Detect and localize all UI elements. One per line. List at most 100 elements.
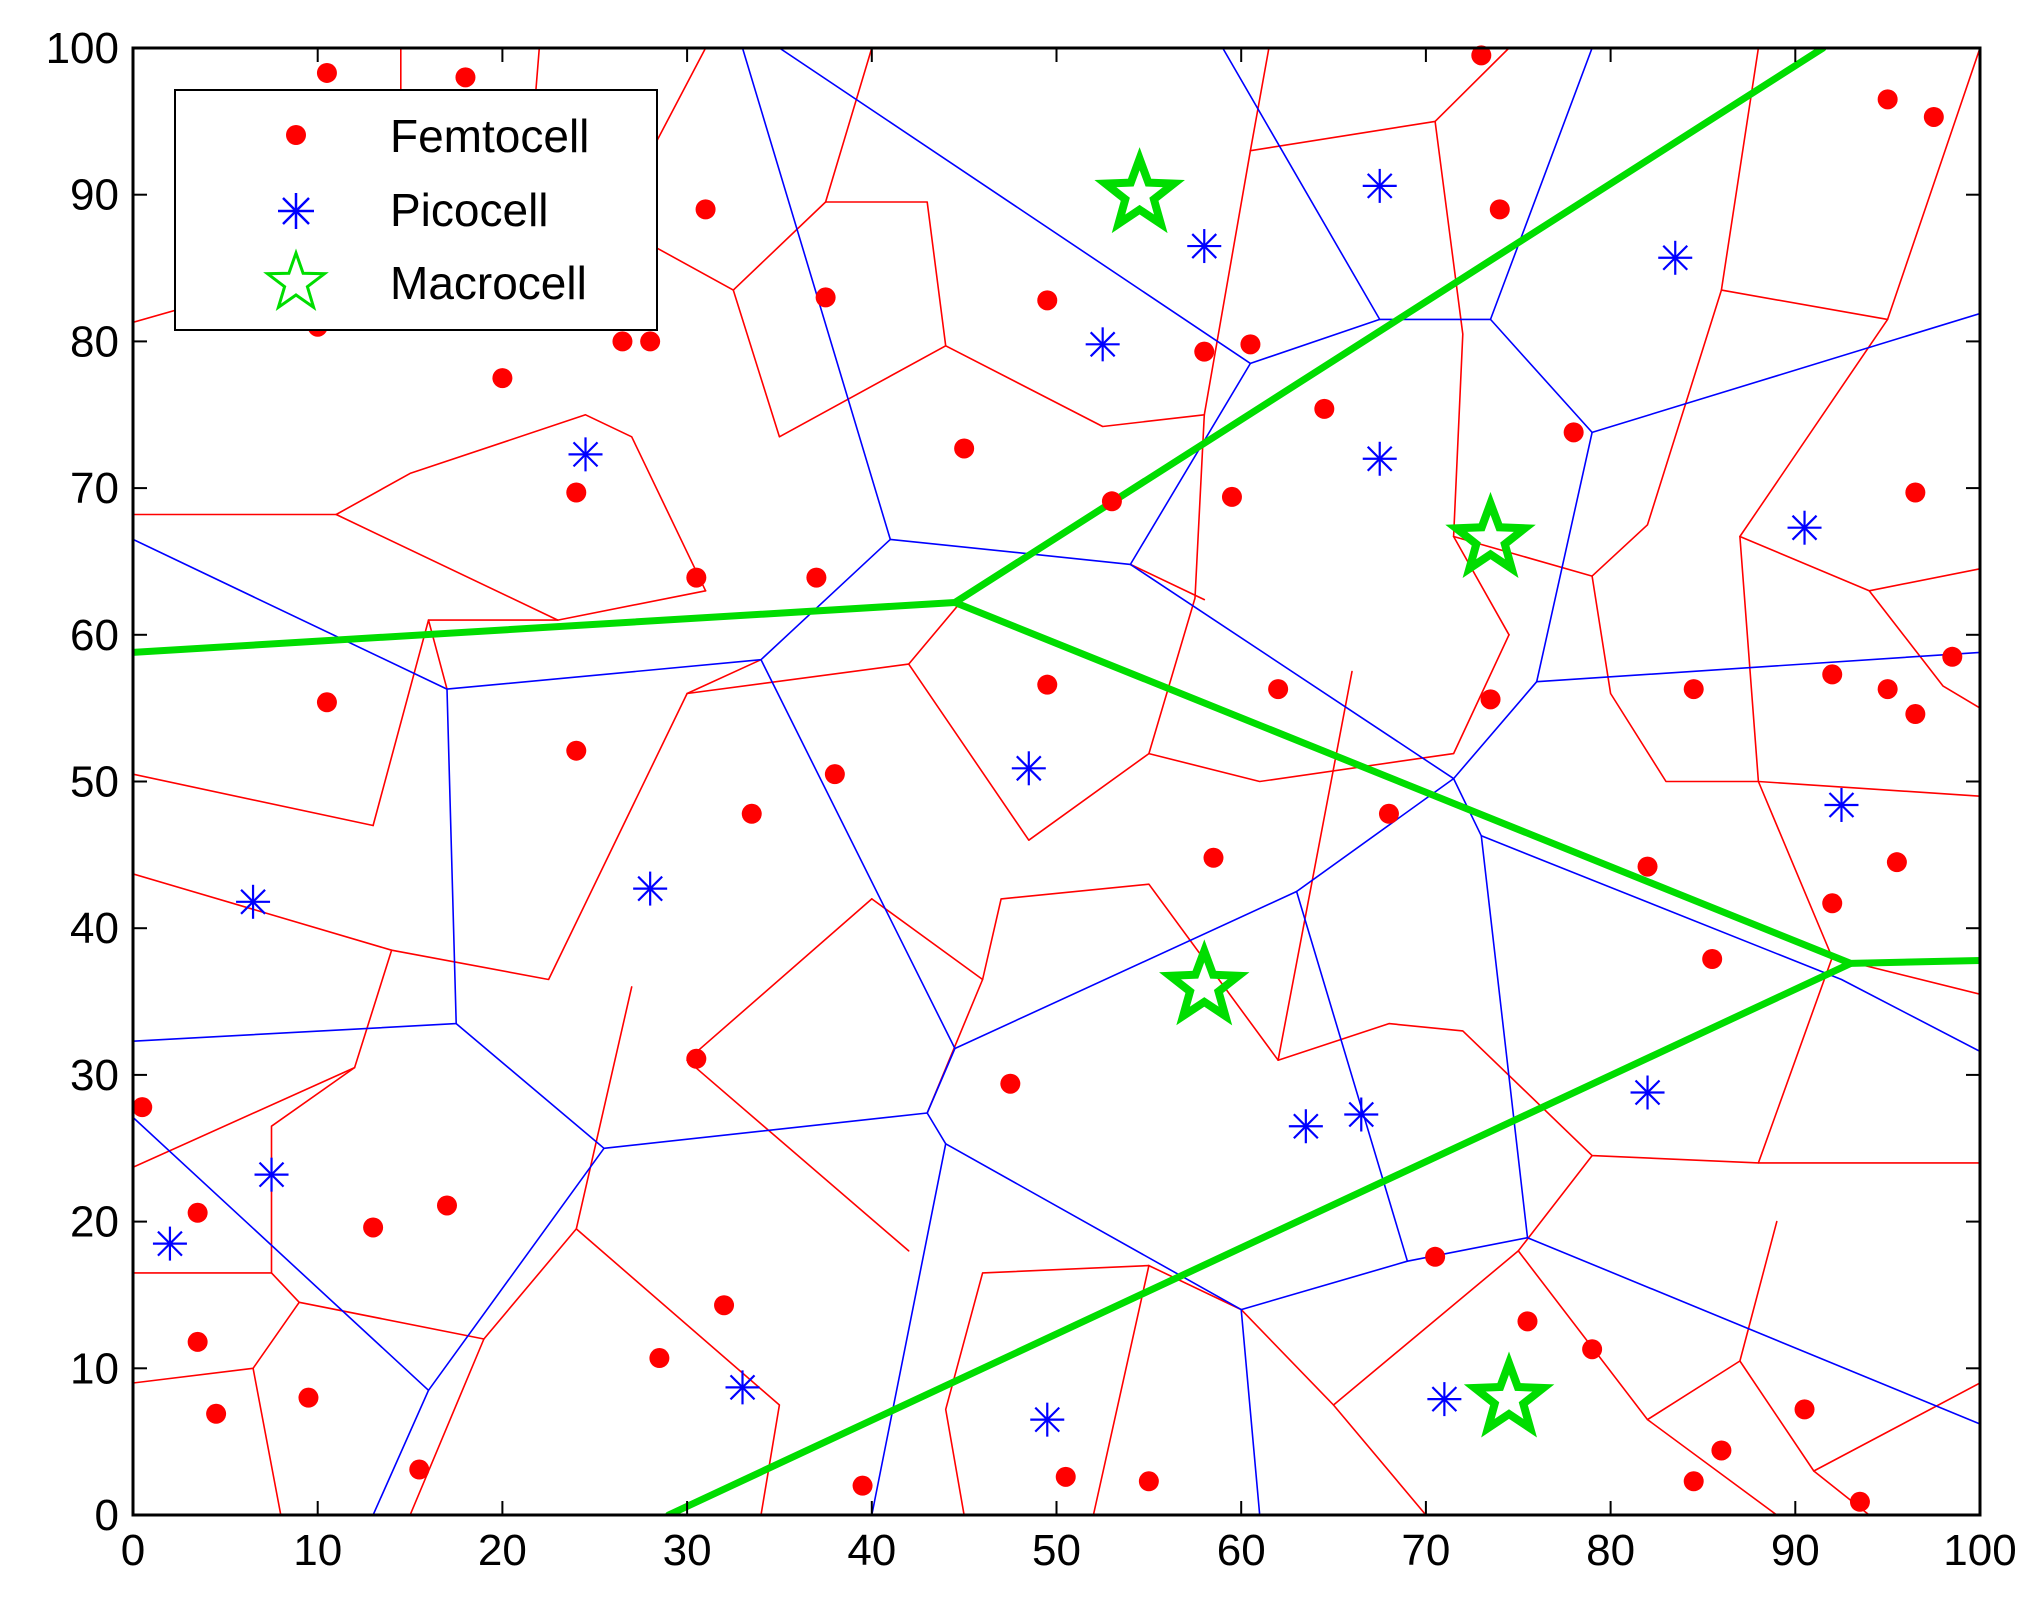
femtocell-boundary-line-35 (133, 1066, 356, 1274)
femtocell-point-1 (455, 67, 476, 88)
picocell-point-1 (1187, 229, 1222, 264)
y-tick-label-9: 90 (70, 171, 119, 220)
x-tick-label-10: 100 (1943, 1526, 2016, 1575)
macrocell-boundaries (133, 48, 1980, 1515)
femtocell-point-11 (640, 331, 661, 352)
x-tick-label-3: 30 (663, 1526, 712, 1575)
femtocell-point-58 (409, 1459, 430, 1480)
femtocell-point-13 (1240, 334, 1261, 355)
femtocell-point-2 (1471, 45, 1492, 66)
femtocell-boundary-line-25 (1092, 1264, 1150, 1515)
femtocell-point-15 (1314, 398, 1335, 419)
y-tick-label-2: 20 (70, 1198, 119, 1247)
femtocell-boundary-line-28 (133, 513, 707, 621)
picocell-point-7 (1011, 751, 1046, 786)
y-tick-label-6: 60 (70, 611, 119, 660)
femtocell-point-20 (1221, 486, 1242, 507)
x-tick-label-0: 0 (121, 1526, 145, 1575)
femtocell-point-38 (1637, 856, 1658, 877)
femtocell-point-56 (1794, 1399, 1815, 1420)
picocell-boundary-line-5 (926, 1112, 1980, 1425)
y-tick-label-0: 0 (95, 1491, 119, 1540)
femtocell-point-32 (1905, 704, 1926, 725)
femtocell-point-61 (1683, 1471, 1704, 1492)
femtocell-point-26 (1877, 679, 1898, 700)
picocell-point-13 (1630, 1075, 1665, 1110)
macrocell-point-3 (1463, 1351, 1555, 1438)
legend-femtocell-marker (286, 125, 306, 145)
femtocell-point-22 (686, 567, 707, 588)
legend-entry-picocell: Picocell (278, 184, 549, 236)
femtocell-point-37 (1203, 847, 1224, 868)
picocell-point-0 (1362, 168, 1397, 203)
y-tick-label-4: 40 (70, 904, 119, 953)
femtocell-boundary-line-31 (133, 773, 374, 827)
femtocell-point-0 (316, 62, 337, 83)
femtocell-point-25 (1822, 664, 1843, 685)
femtocell-point-57 (1711, 1440, 1732, 1461)
femtocell-boundary-line-44 (686, 1059, 910, 1252)
data-points (132, 45, 1963, 1512)
femtocell-point-29 (1268, 679, 1289, 700)
femtocell-boundary-line-43 (686, 898, 873, 1061)
femtocell-boundary-line-8 (1434, 120, 1510, 636)
legend-macrocell-marker (263, 248, 329, 312)
macrocell-point-0 (1094, 147, 1185, 234)
femtocell-point-6 (1489, 199, 1510, 220)
femtocell-point-16 (1563, 422, 1584, 443)
femtocell-boundary-line-20 (1739, 1220, 1778, 1362)
femtocell-boundary-line-42 (907, 597, 965, 665)
femtocell-boundary-line-40 (575, 1228, 781, 1515)
x-tick-label-1: 10 (293, 1526, 342, 1575)
femtocell-point-63 (1849, 1491, 1870, 1512)
x-tick-label-7: 70 (1401, 1526, 1450, 1575)
picocell-point-14 (1344, 1097, 1379, 1132)
x-tick-label-5: 50 (1032, 1526, 1081, 1575)
legend: Femtocell Picocell Macrocell (174, 89, 658, 331)
femtocell-point-60 (1138, 1471, 1159, 1492)
macrocell-boundary-line-2 (665, 959, 1855, 1515)
femtocell-point-12 (1194, 341, 1215, 362)
macrocell-point-2 (1159, 939, 1250, 1026)
femtocell-boundary-line-3 (612, 48, 873, 291)
femtocell-boundary-line-18 (1517, 1154, 1778, 1515)
femtocell-point-36 (1378, 803, 1399, 824)
femtocell-point-46 (436, 1195, 457, 1216)
femtocell-point-7 (815, 287, 836, 308)
legend-picocell-label: Picocell (390, 184, 549, 236)
femtocell-point-17 (954, 438, 975, 459)
femtocell-boundary-line-12 (1739, 318, 1980, 592)
picocell-point-6 (1787, 510, 1822, 545)
picocell-point-18 (1427, 1382, 1462, 1417)
femtocell-boundary-line-39 (409, 1338, 485, 1515)
legend-entry-femtocell: Femtocell (286, 110, 589, 162)
picocell-point-12 (152, 1226, 187, 1261)
picocell-boundary-line-16 (778, 48, 1252, 365)
picocell-point-4 (568, 437, 603, 472)
picocell-point-8 (1824, 787, 1859, 822)
picocell-point-15 (1288, 1109, 1323, 1144)
legend-femtocell-label: Femtocell (390, 110, 589, 162)
femtocell-point-23 (806, 567, 827, 588)
femtocell-point-4 (1923, 106, 1944, 127)
axis-ticks: 0 10 20 30 40 50 60 70 80 90 100 0 10 20 30 40 50 60 70 80 9… (46, 24, 2017, 1575)
femtocell-point-31 (1683, 679, 1704, 700)
femtocell-point-44 (132, 1097, 153, 1118)
femtocell-point-43 (686, 1048, 707, 1069)
femtocell-point-48 (1425, 1246, 1446, 1267)
femtocell-boundary-line-10 (1591, 575, 1760, 783)
femtocell-boundary-line-45 (1129, 563, 1206, 601)
picocell-boundary-line-15 (1221, 48, 1381, 321)
y-tick-label-7: 70 (70, 464, 119, 513)
legend-box (174, 89, 658, 331)
femtocell-point-59 (1055, 1466, 1076, 1487)
x-tick-label-6: 60 (1217, 1526, 1266, 1575)
femtocell-boundary-line-24 (944, 1264, 1150, 1515)
picocell-boundaries (133, 48, 1980, 1515)
femtocell-point-8 (1037, 290, 1058, 311)
femtocell-point-54 (298, 1387, 319, 1408)
femtocell-point-40 (1822, 893, 1843, 914)
picocell-point-2 (1658, 240, 1693, 275)
y-tick-label-5: 50 (70, 758, 119, 807)
